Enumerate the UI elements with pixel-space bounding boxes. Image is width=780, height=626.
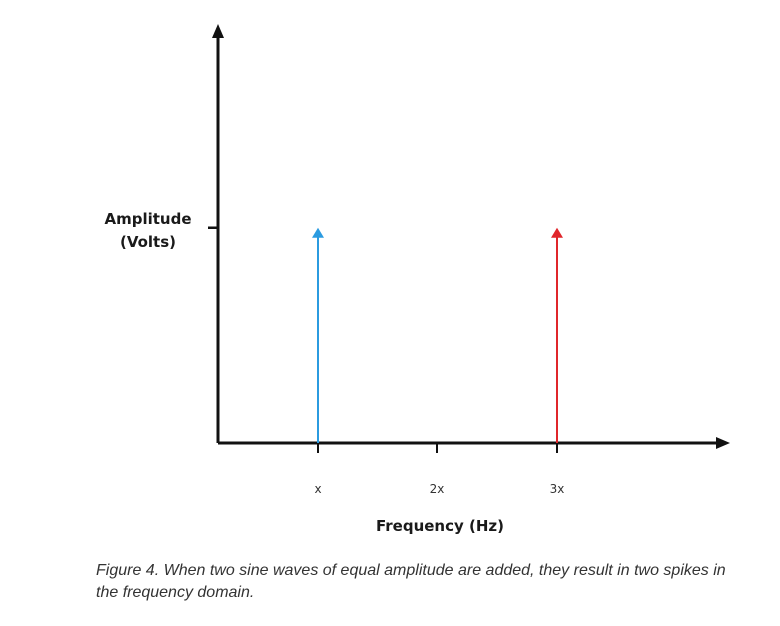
frequency-spikes: [312, 227, 563, 443]
x-tick-label: 2x: [430, 482, 445, 496]
spike-arrowhead-3x: [551, 227, 563, 238]
x-axis-arrowhead: [716, 437, 730, 449]
spike-arrowhead-x: [312, 227, 324, 238]
y-axis-arrowhead: [212, 24, 224, 38]
x-tick-label: x: [314, 482, 321, 496]
chart-axes: [208, 24, 730, 449]
y-axis-label-line-2: (Volts): [119, 233, 177, 251]
x-axis-label: Frequency (Hz): [376, 517, 504, 535]
x-tick-label: 3x: [550, 482, 565, 496]
y-axis-label-line-1: Amplitude: [104, 210, 192, 228]
x-ticks: x 2x 3x: [314, 443, 564, 496]
figure-caption: Figure 4. When two sine waves of equal a…: [96, 562, 726, 601]
spectrum-chart: x 2x 3x Frequency (Hz): [208, 24, 730, 535]
